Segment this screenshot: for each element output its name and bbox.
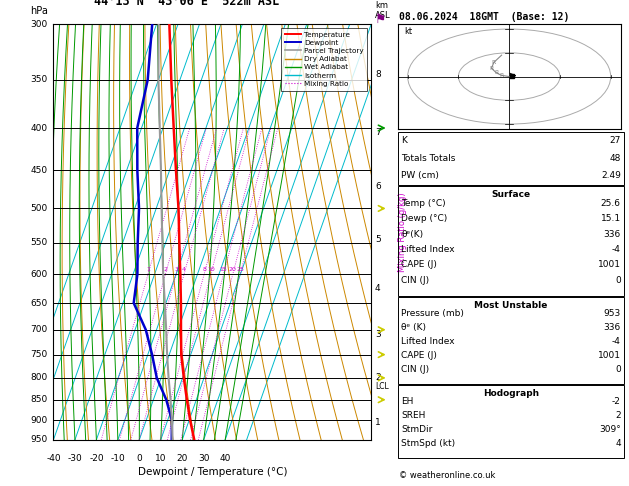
Text: Hodograph: Hodograph	[482, 389, 539, 398]
Text: 1001: 1001	[598, 260, 621, 269]
Text: 500: 500	[30, 204, 48, 213]
Text: -40: -40	[46, 454, 61, 463]
Text: 4: 4	[615, 438, 621, 448]
Text: 650: 650	[30, 298, 48, 308]
Text: 450: 450	[31, 166, 48, 175]
Text: 336: 336	[604, 323, 621, 332]
Text: Dewpoint / Temperature (°C): Dewpoint / Temperature (°C)	[138, 467, 287, 477]
Text: R: R	[494, 70, 499, 75]
Text: Lifted Index: Lifted Index	[401, 337, 455, 346]
Text: R: R	[492, 60, 496, 65]
Text: -30: -30	[67, 454, 82, 463]
Text: 4: 4	[182, 267, 186, 272]
Text: 4: 4	[375, 284, 381, 294]
Text: CAPE (J): CAPE (J)	[401, 351, 437, 360]
Text: 336: 336	[604, 229, 621, 239]
Text: 27: 27	[610, 137, 621, 145]
Text: -4: -4	[612, 337, 621, 346]
Text: 1001: 1001	[598, 351, 621, 360]
Text: -4: -4	[612, 245, 621, 254]
Text: 10: 10	[207, 267, 214, 272]
Text: CIN (J): CIN (J)	[401, 276, 430, 285]
Text: CIN (J): CIN (J)	[401, 365, 430, 374]
Legend: Temperature, Dewpoint, Parcel Trajectory, Dry Adiabat, Wet Adiabat, Isotherm, Mi: Temperature, Dewpoint, Parcel Trajectory…	[281, 28, 367, 90]
Text: -2: -2	[612, 397, 621, 405]
Text: kt: kt	[404, 27, 413, 36]
Text: 10: 10	[155, 454, 167, 463]
Text: 40: 40	[220, 454, 231, 463]
Text: Lifted Index: Lifted Index	[401, 245, 455, 254]
Text: 25: 25	[237, 267, 244, 272]
Text: EH: EH	[401, 397, 414, 405]
Text: 2: 2	[375, 373, 381, 382]
Text: Most Unstable: Most Unstable	[474, 301, 547, 310]
Text: CAPE (J): CAPE (J)	[401, 260, 437, 269]
Text: © weatheronline.co.uk: © weatheronline.co.uk	[399, 471, 496, 480]
Text: 8: 8	[202, 267, 206, 272]
Text: 400: 400	[31, 123, 48, 133]
Text: 48: 48	[610, 154, 621, 163]
Text: 20: 20	[177, 454, 188, 463]
Text: 600: 600	[30, 270, 48, 278]
Text: 953: 953	[604, 309, 621, 318]
Text: ⚑: ⚑	[375, 13, 386, 26]
Text: PW (cm): PW (cm)	[401, 172, 439, 180]
Text: 950: 950	[30, 435, 48, 444]
Text: LCL: LCL	[375, 382, 389, 391]
Text: 2: 2	[164, 267, 167, 272]
Text: 309°: 309°	[599, 425, 621, 434]
Text: StmSpd (kt): StmSpd (kt)	[401, 438, 455, 448]
Text: SREH: SREH	[401, 411, 426, 419]
Text: 7: 7	[375, 128, 381, 137]
Text: -20: -20	[89, 454, 104, 463]
Text: 300: 300	[30, 20, 48, 29]
Text: 0: 0	[136, 454, 142, 463]
Text: 3: 3	[375, 330, 381, 339]
Text: -10: -10	[111, 454, 125, 463]
Text: hPa: hPa	[30, 6, 48, 16]
Text: 1: 1	[375, 418, 381, 427]
Text: 2: 2	[615, 411, 621, 419]
Text: 20: 20	[229, 267, 237, 272]
Text: R: R	[499, 73, 504, 78]
Text: 3: 3	[174, 267, 178, 272]
Text: 30: 30	[198, 454, 209, 463]
Text: 850: 850	[30, 395, 48, 404]
Text: Pressure (mb): Pressure (mb)	[401, 309, 464, 318]
Text: 2.49: 2.49	[601, 172, 621, 180]
Text: StmDir: StmDir	[401, 425, 433, 434]
Text: 550: 550	[30, 238, 48, 247]
Text: 25.6: 25.6	[601, 199, 621, 208]
Text: 5: 5	[375, 235, 381, 244]
Text: 800: 800	[30, 373, 48, 382]
Text: 350: 350	[30, 75, 48, 85]
Text: Dewp (°C): Dewp (°C)	[401, 214, 448, 223]
Text: km
ASL: km ASL	[375, 1, 391, 20]
Text: Mixing Ratio (g/kg): Mixing Ratio (g/kg)	[398, 192, 408, 272]
Text: 15: 15	[220, 267, 228, 272]
Text: Totals Totals: Totals Totals	[401, 154, 455, 163]
Text: R: R	[489, 66, 494, 71]
Text: 0: 0	[615, 276, 621, 285]
Text: Temp (°C): Temp (°C)	[401, 199, 446, 208]
Text: 900: 900	[30, 416, 48, 425]
Text: 15.1: 15.1	[601, 214, 621, 223]
Text: 1: 1	[146, 267, 150, 272]
Text: 750: 750	[30, 350, 48, 359]
Text: 700: 700	[30, 325, 48, 334]
Text: 0: 0	[615, 365, 621, 374]
Text: 08.06.2024  18GMT  (Base: 12): 08.06.2024 18GMT (Base: 12)	[399, 12, 570, 22]
Text: Surface: Surface	[491, 191, 530, 199]
Text: θᵉ (K): θᵉ (K)	[401, 323, 426, 332]
Text: 44°13'N  43°06'E  522m ASL: 44°13'N 43°06'E 522m ASL	[94, 0, 279, 8]
Text: θᵉ(K): θᵉ(K)	[401, 229, 423, 239]
Text: K: K	[401, 137, 407, 145]
Text: 8: 8	[375, 70, 381, 79]
Text: 6: 6	[375, 182, 381, 191]
